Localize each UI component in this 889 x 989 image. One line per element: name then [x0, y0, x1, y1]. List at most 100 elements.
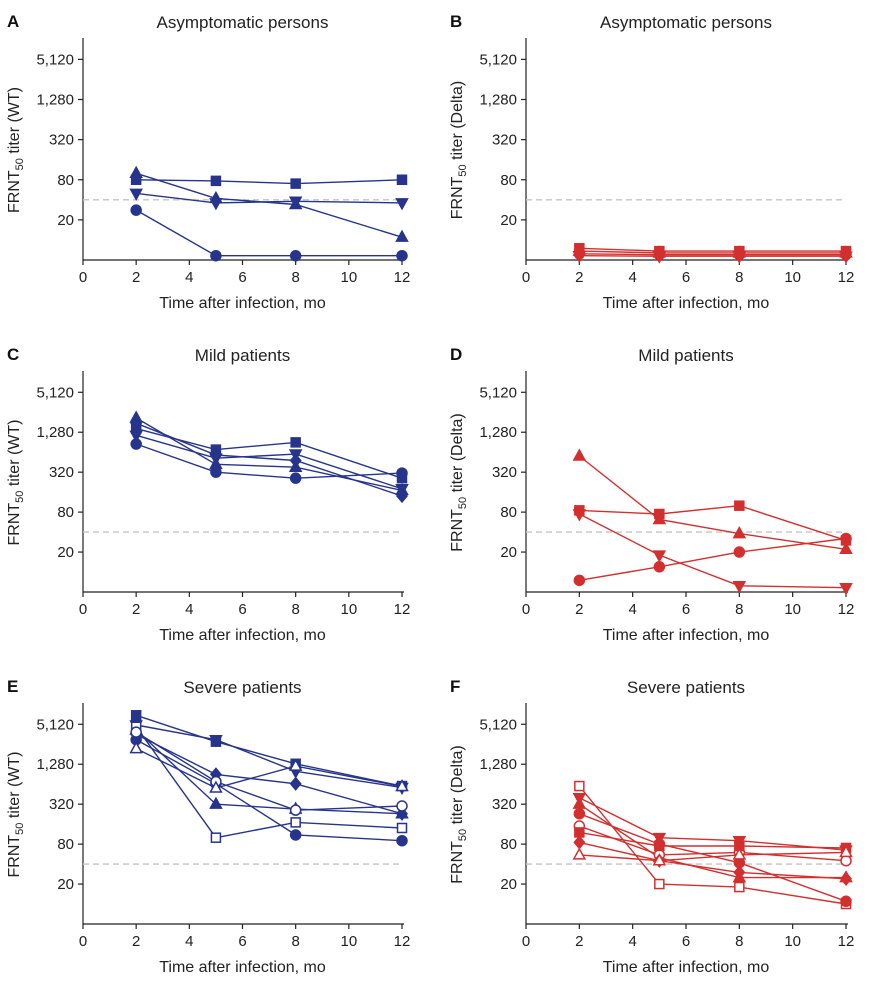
y-tick-label: 80: [57, 172, 74, 189]
data-point: [572, 509, 587, 522]
data-point: [130, 204, 142, 216]
y-tick-label: 80: [57, 836, 74, 853]
panel-f: F Severe patients 20 80 320 1,280 5,120 0 2 4 6 8 10…: [449, 677, 854, 976]
series-line: [579, 253, 846, 256]
y-tick-label: 5,120: [36, 384, 74, 401]
x-tick-label: 2: [132, 601, 140, 618]
series-4: [130, 204, 408, 262]
x-tick-label: 4: [628, 601, 636, 618]
data-point: [395, 198, 409, 211]
series-line: [135, 209, 402, 257]
series-line: [136, 724, 403, 789]
series-line: [579, 841, 847, 880]
x-tick-label: 2: [132, 933, 140, 950]
x-tick-label: 4: [628, 269, 636, 286]
series-2: [129, 720, 409, 796]
x-tick-label: 8: [735, 269, 743, 286]
x-tick-label: 2: [575, 269, 583, 286]
x-tick-label: 2: [575, 933, 583, 950]
x-tick-label: 8: [735, 601, 743, 618]
series-line: [578, 513, 847, 589]
x-tick-label: 10: [784, 933, 801, 950]
y-tick-label: 20: [500, 876, 517, 893]
data-point: [572, 250, 587, 264]
x-tick-label: 0: [522, 933, 530, 950]
data-point: [653, 561, 666, 573]
series-1: [129, 410, 409, 496]
series-line: [579, 255, 846, 257]
data-point: [288, 758, 303, 771]
y-tick-label: 320: [49, 796, 74, 813]
data-point: [573, 807, 586, 820]
panel-d: D Mild patients 20 80 320 1,280 5,120 0 2 4 6 8 10 12…: [449, 345, 854, 644]
data-point: [289, 249, 302, 262]
data-point: [130, 174, 142, 186]
y-tick-label: 1,280: [36, 756, 74, 773]
x-tick-label: 0: [522, 601, 530, 618]
panel-title: Asymptomatic persons: [600, 13, 772, 32]
data-point: [732, 847, 747, 860]
data-point: [734, 881, 745, 893]
y-tick-label: 5,120: [36, 51, 74, 68]
panel-letter: E: [7, 677, 18, 696]
data-point: [209, 796, 223, 809]
x-tick-label: 4: [185, 601, 193, 618]
data-point: [839, 582, 853, 596]
data-point: [734, 500, 745, 511]
series-7: [130, 726, 408, 816]
data-point: [130, 710, 142, 721]
data-point: [290, 817, 301, 828]
data-point: [840, 532, 852, 545]
y-tick-label: 20: [57, 876, 74, 893]
series-line: [579, 851, 847, 862]
data-point: [840, 871, 852, 886]
x-tick-label: 2: [132, 269, 140, 286]
y-axis-label: FRNT50 titer (WT): [6, 420, 26, 546]
x-axis-label: Time after infection, mo: [603, 627, 770, 644]
data-point: [130, 416, 143, 431]
series-2: [574, 500, 852, 546]
series-line: [579, 504, 847, 542]
data-point: [572, 448, 587, 461]
y-tick-label: 5,120: [479, 384, 517, 401]
y-tick-label: 320: [492, 132, 517, 149]
data-point: [396, 488, 408, 504]
y-tick-label: 5,120: [36, 716, 74, 733]
series-1: [574, 780, 852, 910]
data-point: [396, 249, 408, 262]
y-tick-label: 20: [57, 544, 74, 561]
data-point: [652, 853, 667, 866]
data-point: [289, 804, 302, 816]
y-tick-label: 1,280: [36, 424, 74, 441]
x-tick-label: 0: [79, 933, 87, 950]
series-line: [136, 192, 403, 204]
x-tick-label: 6: [238, 269, 246, 286]
panel-c: C Mild patients 20 80 320 1,280 5,120 0 2 4 6 8 10 12…: [6, 345, 410, 644]
x-tick-label: 6: [238, 933, 246, 950]
series-line: [135, 739, 403, 842]
y-tick-label: 1,280: [479, 756, 517, 773]
panel-e: E Severe patients 20 80 320 1,280 5,120 0 2 4 6 8 10…: [6, 677, 410, 976]
y-tick-label: 320: [492, 796, 517, 813]
series-line: [578, 455, 847, 550]
series-line: [579, 247, 846, 252]
data-point: [290, 178, 301, 189]
y-tick-label: 1,280: [36, 92, 74, 109]
series-line: [579, 537, 847, 581]
data-point: [210, 466, 222, 478]
x-tick-label: 12: [394, 601, 411, 618]
y-tick-label: 320: [49, 464, 74, 481]
data-point: [654, 508, 665, 520]
x-tick-label: 8: [735, 933, 743, 950]
x-tick-label: 10: [784, 601, 801, 618]
x-tick-label: 0: [522, 269, 530, 286]
x-tick-label: 10: [340, 933, 357, 950]
series-line: [578, 797, 847, 851]
series-line: [135, 443, 403, 479]
data-point: [289, 472, 302, 484]
data-point: [129, 430, 143, 443]
x-axis-label: Time after infection, mo: [159, 627, 326, 644]
series-2: [130, 174, 408, 189]
